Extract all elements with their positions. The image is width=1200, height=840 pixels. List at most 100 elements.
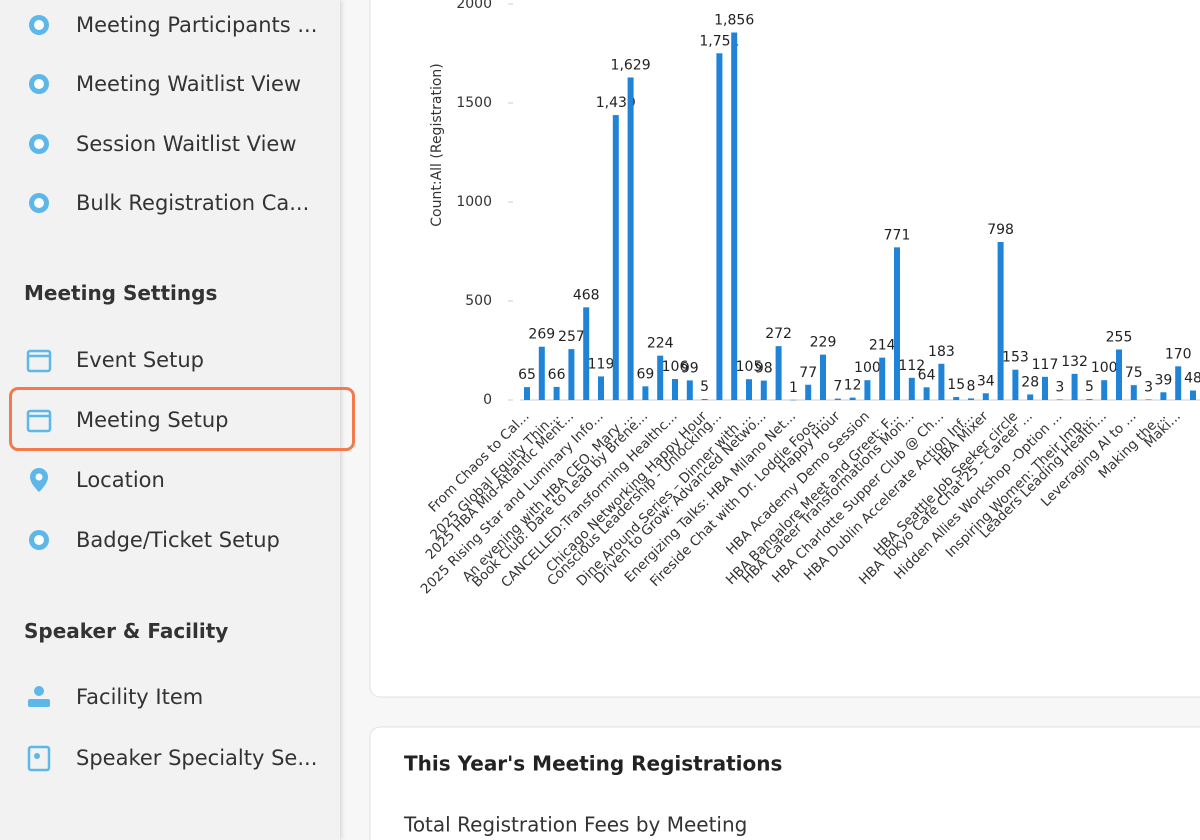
data-label: 1,856 [714, 13, 754, 29]
section-heading: Meeting Settings [24, 281, 218, 305]
nav-label: Bulk Registration Ca... [76, 191, 310, 215]
y-tick-label: 0 [483, 392, 492, 408]
bar [864, 380, 871, 400]
data-label: 69 [636, 366, 654, 382]
nav-item[interactable]: Meeting Waitlist View [24, 64, 301, 104]
bar [598, 376, 604, 400]
bar [731, 32, 738, 401]
bar [672, 379, 678, 400]
bar [553, 386, 560, 400]
bar [1086, 399, 1093, 400]
bar [938, 363, 945, 400]
bar [1101, 380, 1108, 400]
data-label: 119 [588, 356, 615, 372]
bar [746, 379, 752, 400]
sidebar: Meeting Participants ... Meeting Waitlis… [0, 0, 355, 840]
nav-label: Location [76, 468, 165, 492]
bar [953, 397, 960, 400]
icon [28, 686, 50, 707]
data-label: 224 [647, 336, 674, 352]
bar [1027, 394, 1034, 400]
data-label: 64 [918, 367, 936, 383]
nav-item[interactable]: Speaker Specialty Se... [24, 738, 317, 778]
bar [1145, 399, 1152, 400]
bar [879, 357, 886, 400]
icon [29, 74, 49, 94]
data-label: 105 [736, 359, 763, 375]
data-label: 468 [573, 287, 600, 303]
nav-item[interactable]: Session Waitlist View [24, 124, 297, 164]
nav-item[interactable]: Location [24, 460, 165, 500]
nav-item[interactable]: Bulk Registration Ca... [24, 183, 309, 223]
nav-item[interactable]: Facility Item [24, 677, 203, 717]
data-label: 77 [799, 365, 817, 381]
data-label: 8 [967, 378, 976, 394]
nav-item[interactable]: Event Setup [24, 340, 204, 380]
bar [1175, 366, 1182, 400]
icon [29, 530, 49, 550]
nav-item[interactable]: Badge/Ticket Setup [24, 520, 280, 560]
bar [1190, 390, 1196, 400]
data-label: 65 [518, 367, 536, 383]
bar [760, 380, 767, 400]
data-label: 170 [1165, 346, 1192, 362]
icon [29, 134, 49, 154]
data-label: 3 [1055, 379, 1064, 395]
bar [1160, 392, 1167, 400]
data-label: 7 [833, 379, 842, 395]
data-label: 39 [1154, 372, 1172, 388]
nav-label: Facility Item [76, 685, 204, 709]
bar [1116, 349, 1122, 400]
bar [820, 354, 826, 400]
data-label: 771 [884, 227, 911, 243]
bar [894, 247, 900, 400]
bar [908, 377, 915, 400]
nav-item[interactable]: Meeting Participants ... [24, 5, 317, 45]
y-tick-label: 2000 [456, 0, 492, 12]
bar [538, 346, 545, 400]
data-label: 100 [854, 360, 881, 376]
nav-label: Meeting Waitlist View [76, 72, 302, 96]
bar [701, 399, 708, 400]
bar [968, 398, 974, 400]
bar [1130, 385, 1137, 400]
data-label: 229 [810, 335, 837, 351]
data-label: 99 [681, 360, 699, 376]
bar [982, 393, 989, 400]
data-label: 5 [1085, 379, 1094, 395]
data-label: 1,439 [596, 95, 636, 111]
data-label: 255 [1106, 330, 1133, 346]
nav-label: Event Setup [76, 348, 204, 372]
data-label: 3 [1144, 379, 1153, 395]
bar [612, 115, 619, 400]
bar [834, 398, 841, 400]
data-label: 75 [1125, 365, 1143, 381]
bar [1056, 399, 1063, 400]
bar [657, 355, 664, 400]
bar [686, 380, 693, 400]
data-label: 100 [1091, 360, 1118, 376]
icon [27, 745, 51, 772]
nav-label: Speaker Specialty Se... [76, 746, 318, 770]
data-label: 1,629 [611, 57, 651, 73]
data-label: 272 [765, 326, 792, 342]
section-heading: Speaker & Facility [24, 619, 229, 643]
y-tick-label: 1500 [456, 95, 492, 111]
bar [1042, 376, 1048, 400]
bar [1012, 369, 1019, 400]
data-label: 257 [558, 329, 585, 345]
bar [849, 397, 856, 400]
bar [805, 384, 812, 400]
data-label: 1,751 [699, 33, 739, 49]
nav-item[interactable]: Meeting Setup [24, 400, 228, 440]
icon [26, 349, 52, 373]
data-label: 798 [987, 222, 1014, 238]
data-label: 5 [700, 379, 709, 395]
data-label: 12 [844, 378, 862, 394]
data-label: 98 [755, 361, 773, 377]
bar [775, 346, 782, 400]
y-tick-label: 500 [465, 293, 492, 309]
chart-card [369, 0, 1200, 698]
nav-label: Session Waitlist View [76, 132, 297, 156]
data-label: 153 [1002, 350, 1029, 366]
